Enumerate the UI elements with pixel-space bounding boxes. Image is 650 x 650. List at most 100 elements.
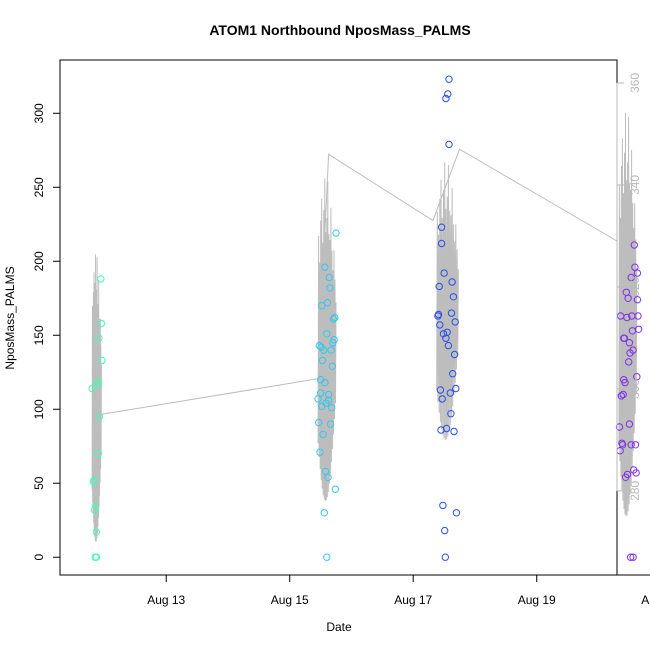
x-axis: Aug 13 Aug 15 Aug 17 Aug 19 Aug 21 xyxy=(147,574,650,607)
data-point xyxy=(95,413,104,421)
data-point xyxy=(448,278,456,286)
data-point xyxy=(630,241,638,249)
data-point xyxy=(94,449,103,458)
data-point xyxy=(325,273,333,282)
points-layer xyxy=(88,75,643,561)
data-point xyxy=(324,396,333,405)
data-point xyxy=(97,319,106,328)
secondary-trend-line xyxy=(100,148,618,415)
data-point xyxy=(435,282,443,291)
data-point xyxy=(445,75,453,83)
x-axis-label: Date xyxy=(326,620,352,634)
data-point xyxy=(445,140,453,149)
data-point xyxy=(319,430,327,439)
data-point xyxy=(442,94,450,103)
data-point xyxy=(633,269,642,277)
y-tick-label: 150 xyxy=(32,325,46,345)
y-tick-label: 250 xyxy=(32,177,46,197)
x-tick-label: Aug 13 xyxy=(147,593,185,607)
data-point xyxy=(446,389,454,397)
data-point xyxy=(316,448,324,456)
data-point xyxy=(451,318,459,326)
data-point xyxy=(444,341,453,350)
data-point xyxy=(323,330,331,338)
data-point xyxy=(443,328,451,336)
data-point xyxy=(94,377,102,385)
data-point xyxy=(440,269,448,277)
data-point xyxy=(619,390,627,399)
data-point xyxy=(329,315,338,323)
chart-title: ATOM1 Northbound NposMass_PALMS xyxy=(209,22,470,38)
data-point xyxy=(634,325,643,333)
data-point xyxy=(452,509,461,517)
data-point xyxy=(328,404,336,412)
y2-tick-label: 280 xyxy=(628,481,642,501)
data-point xyxy=(625,358,633,366)
data-point xyxy=(318,302,326,310)
data-point xyxy=(328,362,336,370)
data-point xyxy=(327,346,335,354)
data-point xyxy=(326,284,334,292)
data-point xyxy=(320,346,328,354)
data-point xyxy=(326,420,335,428)
x-tick-label: Aug 19 xyxy=(518,593,556,607)
data-point xyxy=(331,313,339,322)
y-axis: 0 50 100 150 200 250 300 xyxy=(32,103,61,561)
data-point xyxy=(631,441,640,449)
plot-frame xyxy=(59,59,618,576)
data-point xyxy=(94,380,103,388)
x-tick-label: Aug 21 xyxy=(641,593,650,607)
data-point xyxy=(436,386,445,394)
data-point xyxy=(331,485,340,493)
x-tick-label: Aug 17 xyxy=(394,593,432,607)
data-point xyxy=(450,350,459,359)
series-2 xyxy=(434,75,461,561)
y-tick-label: 200 xyxy=(32,251,46,271)
data-point xyxy=(323,299,332,307)
data-point xyxy=(442,424,451,433)
data-point xyxy=(626,553,635,561)
y-tick-label: 300 xyxy=(32,103,46,123)
data-point xyxy=(92,528,101,536)
data-point xyxy=(97,275,105,283)
secondary-series-layer xyxy=(91,112,638,542)
y2-tick-label: 340 xyxy=(628,175,642,195)
data-point xyxy=(618,441,627,449)
data-point xyxy=(629,553,637,561)
data-point xyxy=(321,263,329,271)
y2-tick-label: 320 xyxy=(628,277,642,297)
series-3 xyxy=(615,241,643,561)
data-point xyxy=(617,392,625,400)
series-1 xyxy=(314,229,340,561)
data-point xyxy=(624,294,632,302)
y-tick-label: 0 xyxy=(32,554,46,561)
data-point xyxy=(316,389,325,397)
data-point xyxy=(629,346,637,354)
data-point xyxy=(315,418,323,427)
data-point xyxy=(437,223,446,231)
x-tick-label: Aug 15 xyxy=(271,593,309,607)
data-point xyxy=(98,356,106,365)
data-point xyxy=(449,293,458,301)
data-point xyxy=(330,336,338,344)
data-point xyxy=(634,312,642,320)
data-point xyxy=(447,309,456,317)
data-point xyxy=(627,441,635,449)
y-axis-label: NposMass_PALMS xyxy=(3,266,17,369)
data-point xyxy=(452,384,460,393)
data-point xyxy=(633,373,641,381)
data-point xyxy=(332,229,340,237)
data-point xyxy=(92,553,101,561)
data-point xyxy=(90,476,98,484)
data-point xyxy=(449,370,457,378)
data-point xyxy=(621,378,629,387)
data-point xyxy=(88,384,96,393)
data-point xyxy=(438,395,446,403)
data-point xyxy=(447,410,455,418)
data-point xyxy=(324,473,332,481)
data-point xyxy=(441,526,449,535)
y2-tick-label: 360 xyxy=(628,73,642,93)
y2-axis: 280 300 320 340 360 xyxy=(616,73,642,501)
y2-tick-label: 300 xyxy=(628,379,642,399)
